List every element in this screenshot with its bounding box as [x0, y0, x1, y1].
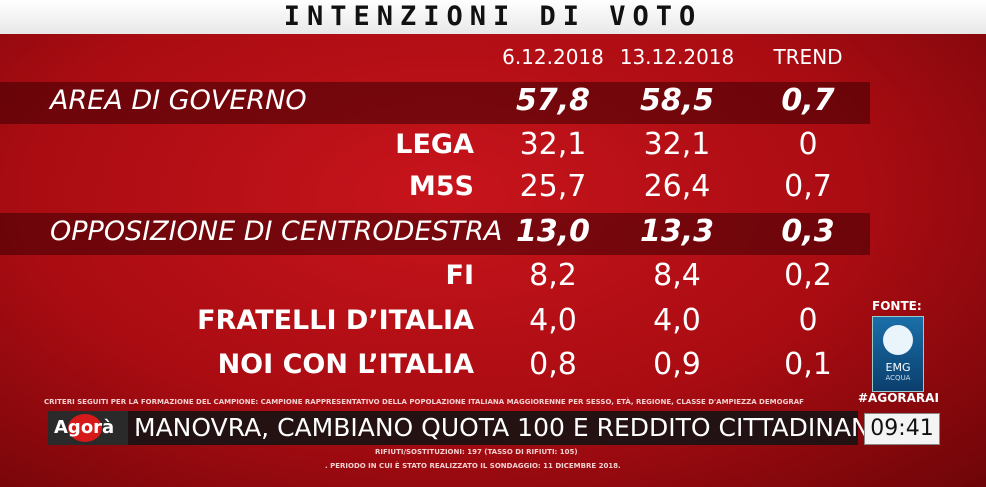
cell: 8,2 [529, 258, 577, 293]
cell: 8,4 [653, 258, 701, 293]
logo-text: EMG [885, 361, 911, 374]
source-label: FONTE: [872, 299, 922, 313]
cell: 57,8 [515, 83, 591, 118]
row-label: OPPOSIZIONE DI CENTRODESTRA [50, 216, 503, 247]
row-band [0, 213, 870, 255]
brand: Agorà [54, 417, 115, 438]
row-label: FRATELLI D’ITALIA [197, 305, 474, 336]
cell: 13,0 [515, 214, 591, 249]
row-label: AREA DI GOVERNO [50, 85, 307, 116]
cell: 26,4 [643, 169, 711, 204]
clock: 09:41 [864, 413, 940, 445]
logo-icon [883, 325, 913, 355]
hashtag: #AGORARAI [858, 391, 939, 405]
column-header: 6.12.2018 [502, 45, 604, 69]
cell: 4,0 [653, 303, 701, 338]
column-header: 13.12.2018 [619, 45, 735, 69]
title: INTENZIONI DI VOTO [0, 0, 986, 34]
footnote: RIFIUTI/SOSTITUZIONI: 197 (TASSO DI RIFI… [375, 448, 578, 456]
cell: 0,8 [529, 347, 577, 382]
brand-circle [68, 414, 102, 442]
cell: 32,1 [519, 127, 587, 162]
cell: 58,5 [639, 83, 715, 118]
cell: 0,1 [784, 347, 832, 382]
cell: 13,3 [639, 214, 715, 249]
cell: 32,1 [643, 127, 711, 162]
ticker-bar [48, 411, 858, 445]
cell: 0,7 [781, 83, 835, 118]
source-logo: EMG ACQUA [872, 316, 924, 392]
column-header: TREND [773, 45, 843, 69]
cell: 0,3 [781, 214, 835, 249]
row-label: NOI CON L’ITALIA [217, 349, 474, 380]
headline: MANOVRA, CAMBIANO QUOTA 100 E REDDITO CI… [134, 413, 918, 442]
footnote: CRITERI SEGUITI PER LA FORMAZIONE DEL CA… [44, 398, 804, 406]
cell: 4,0 [529, 303, 577, 338]
brand-box: Agorà [48, 411, 128, 445]
row-label: FI [445, 260, 475, 291]
cell: 0,7 [784, 169, 832, 204]
cell: 0 [798, 303, 818, 338]
footnote: . PERIODO IN CUI È STATO REALIZZATO IL S… [325, 462, 621, 470]
cell: 0,2 [784, 258, 832, 293]
row-label: LEGA [395, 129, 474, 160]
cell: 25,7 [519, 169, 587, 204]
row-label: M5S [408, 171, 474, 202]
cell: 0,9 [653, 347, 701, 382]
cell: 0 [798, 127, 818, 162]
logo-sub: ACQUA [885, 374, 911, 382]
row-band [0, 82, 870, 124]
